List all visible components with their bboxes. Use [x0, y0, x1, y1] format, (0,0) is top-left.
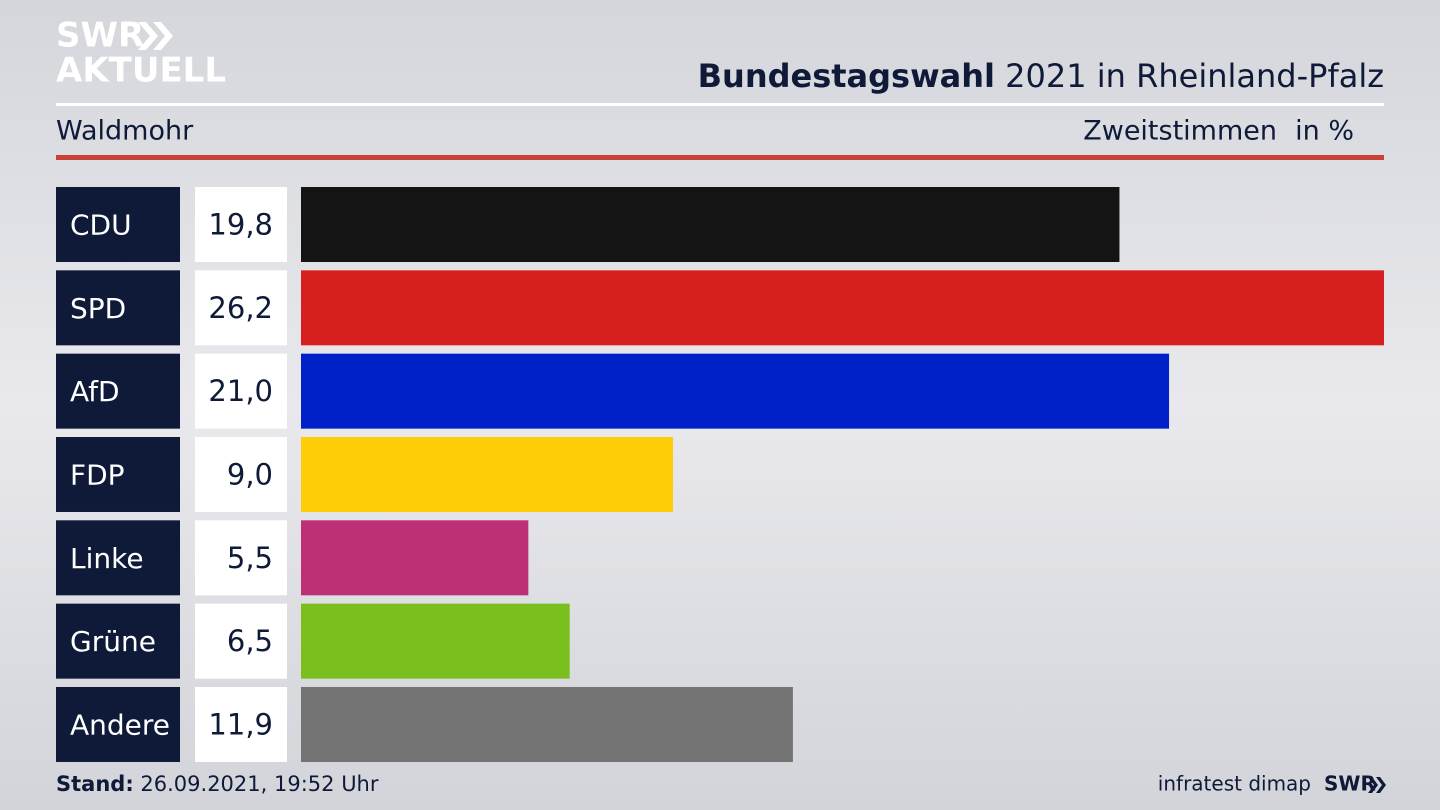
footer-chevrons — [1368, 777, 1386, 793]
bar — [301, 686, 793, 762]
party-box — [56, 686, 180, 762]
bar — [301, 436, 674, 512]
party-box — [56, 353, 180, 429]
divider — [56, 103, 1384, 106]
measure: Zweitstimmen — [1083, 116, 1277, 147]
bar — [301, 353, 1170, 429]
value-box — [195, 520, 287, 596]
bar — [301, 270, 1384, 346]
unit: in % — [1295, 116, 1354, 147]
value-box — [195, 603, 287, 679]
bar — [301, 187, 1120, 262]
value-label: 6,5 — [227, 624, 273, 658]
value-label: 26,2 — [208, 291, 273, 325]
chart-title: Bundestagswahl 2021 in Rheinland-Pfalz — [698, 57, 1384, 95]
party-box — [56, 436, 180, 512]
party-label: SPD — [70, 292, 126, 325]
footer-brand: SWR — [1324, 772, 1376, 796]
value-box — [195, 187, 287, 262]
party-label: Linke — [70, 542, 144, 575]
value-label: 11,9 — [208, 707, 273, 741]
value-label: 19,8 — [208, 208, 273, 242]
party-box — [56, 270, 180, 346]
value-box — [195, 353, 287, 429]
source: infratest dimap — [1158, 772, 1311, 796]
stand-label: Stand: — [56, 772, 134, 796]
value-label: 21,0 — [208, 374, 273, 408]
region: Waldmohr — [56, 116, 194, 147]
logo-chevrons — [138, 22, 173, 50]
value-box — [195, 686, 287, 762]
party-box — [56, 520, 180, 596]
stand-value: 26.09.2021, 19:52 Uhr — [140, 772, 378, 796]
party-label: Grüne — [70, 625, 156, 658]
bar — [301, 603, 570, 679]
party-label: AfD — [70, 375, 120, 408]
value-label: 9,0 — [227, 457, 273, 491]
party-box — [56, 603, 180, 679]
party-box — [56, 187, 180, 262]
party-label: FDP — [70, 458, 125, 491]
bar — [301, 520, 529, 596]
accent-line — [56, 155, 1384, 160]
logo-swr: SWR — [56, 16, 144, 56]
value-label: 5,5 — [227, 541, 273, 575]
logo-aktuell: AKTUELL — [56, 51, 226, 91]
party-label: Andere — [70, 708, 170, 741]
value-box — [195, 436, 287, 512]
title-rest: 2021 in Rheinland-Pfalz — [1005, 57, 1384, 95]
value-box — [195, 270, 287, 346]
footer-stand: Stand: 26.09.2021, 19:52 Uhr — [56, 772, 379, 796]
party-label: CDU — [70, 209, 132, 242]
title-bold: Bundestagswahl — [698, 57, 995, 95]
